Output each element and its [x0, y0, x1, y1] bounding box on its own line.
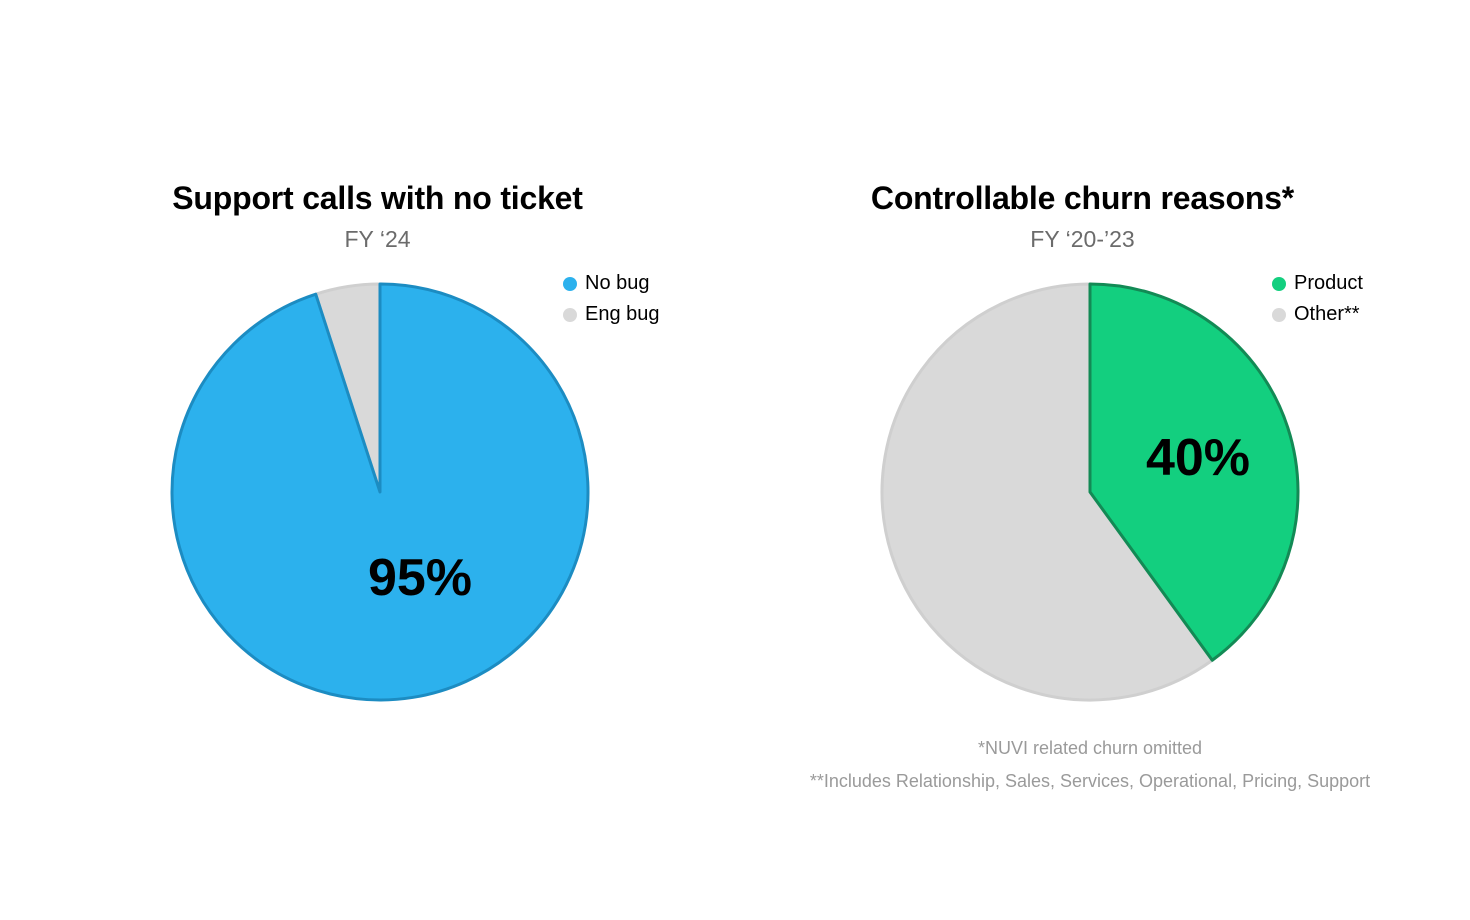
- legend-label: No bug: [585, 272, 650, 294]
- chart-panel-support-calls: Support calls with no ticket FY ‘24 No b…: [170, 180, 660, 702]
- chart-title: Controllable churn reasons*: [870, 180, 1295, 216]
- legend-item-other: Other**: [1272, 299, 1363, 330]
- chart-subtitle: FY ‘24: [344, 226, 411, 252]
- chart-subtitle: FY ‘20-’23: [1030, 226, 1135, 252]
- legend-swatch: [563, 276, 577, 291]
- legend-label: Other**: [1294, 303, 1360, 325]
- footnote-other-includes: **Includes Relationship, Sales, Services…: [809, 771, 1371, 791]
- pie-slice-other: [880, 282, 1214, 702]
- legend: No bug Eng bug: [563, 268, 660, 330]
- legend-swatch: [563, 307, 577, 322]
- legend-item-product: Product: [1272, 268, 1363, 299]
- legend-swatch: [1272, 307, 1286, 322]
- legend-item-no-bug: No bug: [563, 268, 660, 299]
- legend-swatch: [1272, 276, 1286, 291]
- chart-panel-churn-reasons: Controllable churn reasons* FY ‘20-’23 P…: [735, 0, 1470, 920]
- pie-slice-product: [1088, 282, 1300, 662]
- pie-chart-support-calls: [170, 282, 590, 702]
- legend: Product Other**: [1272, 268, 1363, 330]
- chart-title: Support calls with no ticket: [172, 180, 583, 216]
- legend-label: Eng bug: [585, 303, 660, 325]
- legend-label: Product: [1294, 272, 1363, 294]
- legend-item-eng-bug: Eng bug: [563, 299, 660, 330]
- data-label-no-bug: 95%: [367, 549, 473, 607]
- data-label-product: 40%: [1145, 429, 1251, 487]
- footnote-nuvi: *NUVI related churn omitted: [977, 738, 1203, 758]
- pie-chart-churn-reasons: [880, 282, 1300, 702]
- pie-slice-no-bug: [170, 282, 590, 702]
